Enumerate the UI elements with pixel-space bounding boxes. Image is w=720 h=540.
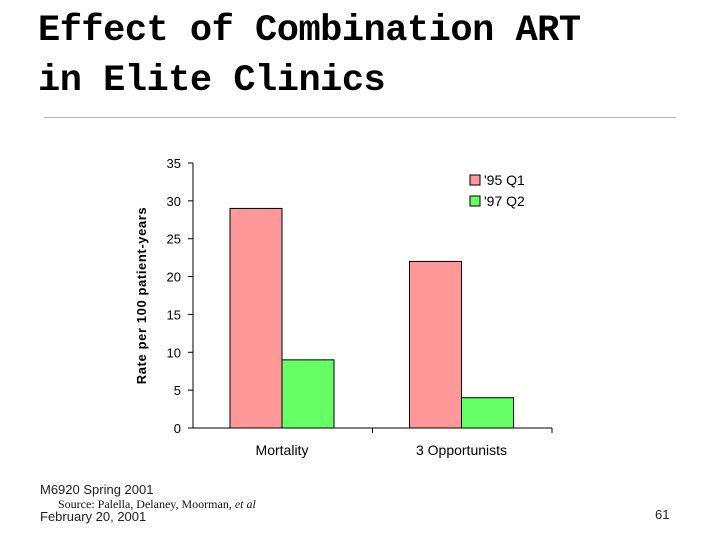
legend-label-2: '97 Q2 — [484, 193, 525, 209]
footer-source: Source: Palella, Delaney, Moorman, et al — [58, 497, 256, 512]
bar-series2-1 — [461, 397, 514, 429]
y-tick-label: 30 — [167, 194, 181, 209]
x-category-label: Mortality — [256, 442, 309, 458]
legend-swatch-1 — [469, 174, 481, 186]
footer-source-authors: Source: Palella, Delaney, Moorman, — [58, 497, 232, 511]
y-tick-label: 15 — [167, 307, 181, 322]
y-tick-label: 35 — [167, 156, 181, 171]
y-tick-label: 25 — [167, 232, 181, 247]
legend-swatch-2 — [469, 195, 481, 207]
legend-label-1: '95 Q1 — [484, 172, 525, 188]
slide-title: Effect of Combination ART in Elite Clini… — [38, 6, 698, 106]
y-tick-label: 5 — [174, 383, 181, 398]
slide-title-line-1: Effect of Combination ART — [38, 10, 581, 52]
slide-number: 61 — [655, 507, 670, 522]
y-tick-label: 20 — [167, 270, 181, 285]
x-category-label: 3 Opportunists — [416, 442, 507, 458]
bar-series1-0 — [229, 207, 283, 429]
slide-title-line-2: in Elite Clinics — [38, 60, 386, 102]
footer-source-etal: et al — [234, 497, 256, 511]
footer-date: February 20, 2001 — [40, 509, 147, 524]
bar-series2-0 — [281, 359, 335, 429]
y-tick-label: 0 — [174, 421, 181, 436]
title-divider — [44, 117, 676, 118]
footer-course: M6920 Spring 2001 — [40, 482, 154, 497]
y-tick-label: 10 — [167, 345, 181, 360]
bar-series1-1 — [409, 260, 462, 429]
y-axis-label: Rate per 100 patient-years — [134, 207, 149, 384]
